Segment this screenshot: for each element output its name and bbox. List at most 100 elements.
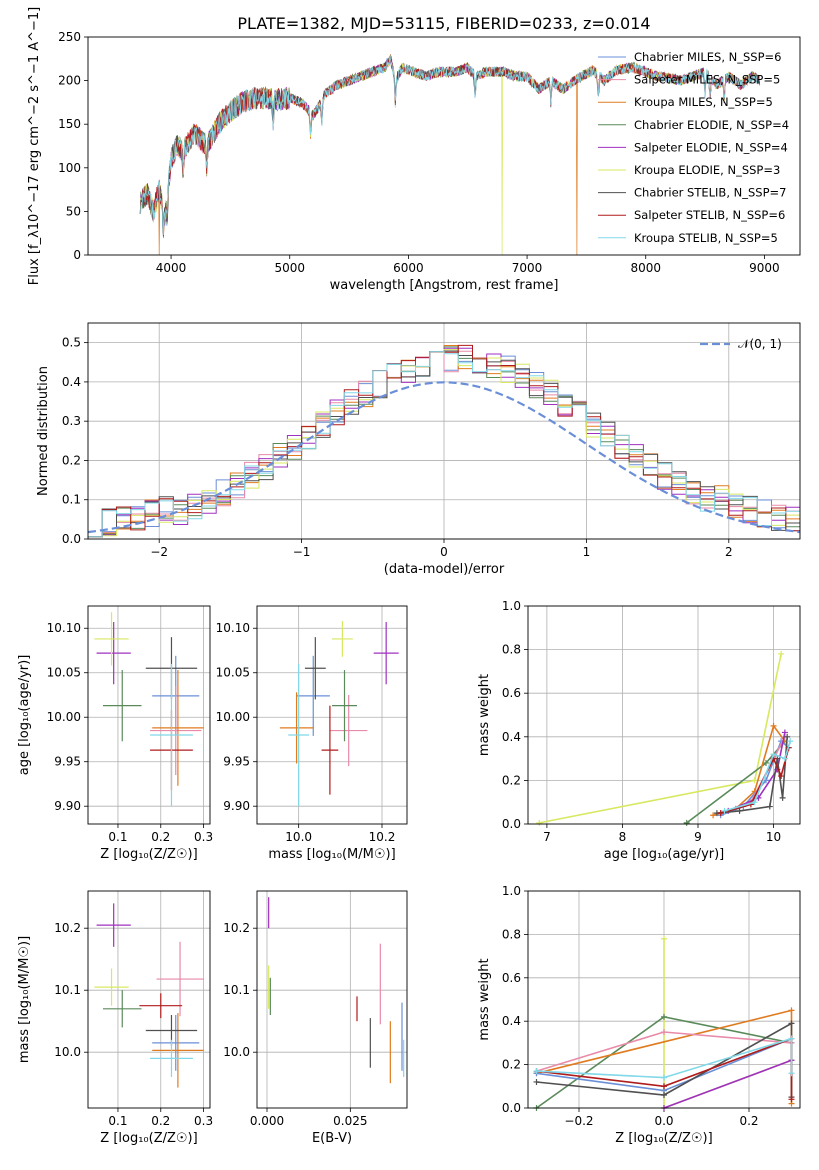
axes-frame	[527, 890, 801, 1109]
y-tick-label: 0.6	[502, 971, 521, 985]
y-tick-label: 0.0	[62, 532, 81, 546]
legend-label: Salpeter MILES, N_SSP=5	[634, 73, 780, 87]
weight-marker-kroupa_elodie	[751, 777, 758, 784]
axes-frame	[87, 36, 801, 256]
weight-marker-chabrier_stelib	[533, 1078, 540, 1085]
y-tick-label: 150	[58, 117, 81, 131]
y-tick-label: 9.95	[223, 755, 250, 769]
weight-marker-kroupa_stelib	[770, 751, 777, 758]
weight-marker-kroupa_stelib	[788, 1035, 795, 1042]
legend-label: Kroupa STELIB, N_SSP=5	[634, 231, 778, 245]
x-tick-label: −2	[150, 545, 168, 559]
spectrum-salpeter_stelib	[139, 56, 761, 225]
y-tick-label: 0.8	[502, 927, 521, 941]
weight-marker-salpeter_stelib	[788, 1096, 795, 1103]
panel-1	[84, 323, 800, 543]
y-tick-label: 10.10	[216, 621, 250, 635]
y-tick-label: 0.6	[502, 686, 521, 700]
weight-marker-chabrier_stelib	[779, 794, 786, 801]
x-axis-label: (data-model)/error	[384, 562, 505, 577]
x-axis-label: age [log₁₀(age/yr)]	[604, 847, 725, 862]
x-tick-label: 1	[583, 545, 591, 559]
x-axis-label: wavelength [Angstrom, rest frame]	[330, 278, 559, 293]
y-tick-label: 10.00	[216, 710, 250, 724]
y-tick-label: 0.0	[502, 817, 521, 831]
y-tick-label: 0.2	[502, 1058, 521, 1072]
y-axis-label: Flux [f_λ10^−17 erg cm^−2 s^−1 A^−1]	[27, 7, 42, 285]
histogram-kroupa_stelib	[88, 351, 800, 538]
weight-marker-chabrier_elodie	[763, 759, 769, 766]
x-tick-label: 10	[766, 830, 781, 844]
weight-marker-chabrier_stelib	[766, 803, 773, 810]
x-axis-label: Z [log₁₀(Z/Z☉)]	[615, 1131, 712, 1146]
weight-marker-kroupa_miles	[788, 1007, 795, 1014]
y-tick-label: 10.05	[47, 666, 81, 680]
x-tick-label: 10.0	[285, 830, 312, 844]
x-tick-label: 7000	[512, 261, 543, 275]
weight-marker-salpeter_elodie	[781, 729, 788, 736]
legend-label: Salpeter ELODIE, N_SSP=4	[634, 140, 788, 154]
weight-marker-chabrier_stelib	[661, 1091, 667, 1098]
y-tick-label: 9.90	[223, 799, 250, 813]
weight-marker-kroupa_elodie	[661, 935, 667, 942]
weight-marker-salpeter_stelib	[778, 773, 785, 780]
figure-title: PLATE=1382, MJD=53115, FIBERID=0233, z=0…	[237, 14, 650, 33]
y-tick-label: 10.0	[223, 1045, 250, 1059]
y-tick-label: 0.4	[62, 375, 81, 389]
weight-marker-chabrier_elodie	[683, 819, 690, 826]
weight-marker-salpeter_stelib	[717, 810, 724, 817]
y-tick-label: 10.0	[54, 1045, 81, 1059]
weight-line-salpeter_elodie	[663, 1059, 792, 1109]
panel-0	[84, 36, 765, 259]
y-axis-label: mass [log₁₀(M/M☉)]	[17, 936, 32, 1063]
weight-line-salpeter_elodie	[727, 732, 786, 812]
x-tick-label: 5000	[274, 261, 305, 275]
y-tick-label: 0.2	[62, 453, 81, 467]
weight-marker-chabrier_stelib	[736, 807, 743, 814]
x-axis-label: mass [log₁₀(M/M☉)]	[268, 847, 395, 862]
legend-label: Chabrier ELODIE, N_SSP=4	[634, 118, 789, 132]
y-tick-label: 50	[66, 204, 81, 218]
x-axis-label: E(B-V)	[312, 1131, 352, 1146]
y-tick-label: 0.0	[502, 1101, 521, 1115]
x-axis-label: Z [log₁₀(Z/Z☉)]	[100, 847, 197, 862]
weight-marker-kroupa_stelib	[533, 1068, 540, 1075]
weight-marker-salpeter_miles	[661, 1029, 667, 1036]
y-tick-label: 0.1	[62, 493, 81, 507]
weight-marker-kroupa_stelib	[721, 807, 728, 814]
y-axis-label: mass weight	[477, 674, 492, 756]
weight-marker-kroupa_stelib	[787, 738, 794, 745]
x-tick-label: 0.000	[250, 1114, 284, 1128]
y-tick-label: 10.1	[223, 983, 250, 997]
weight-line-chabrier_stelib	[716, 736, 788, 814]
weight-marker-kroupa_elodie	[778, 650, 785, 657]
axes-frame	[256, 605, 408, 825]
y-tick-label: 0.5	[62, 336, 81, 350]
weight-marker-kroupa_miles	[770, 722, 777, 729]
x-tick-label: 0.1	[108, 830, 127, 844]
y-tick-label: 0.4	[502, 730, 521, 744]
legend-label: Kroupa MILES, N_SSP=5	[634, 95, 773, 109]
axes-frame	[527, 605, 801, 825]
y-tick-label: 250	[58, 30, 81, 44]
x-tick-label: 0.3	[194, 830, 213, 844]
y-tick-label: 100	[58, 161, 81, 175]
weight-line-kroupa_stelib	[536, 1037, 793, 1079]
weight-marker-kroupa_miles	[710, 812, 717, 819]
weight-marker-chabrier_stelib	[784, 733, 791, 740]
x-tick-label: 8000	[630, 261, 661, 275]
axes-frame	[87, 322, 801, 540]
y-tick-label: 10.00	[47, 710, 81, 724]
axes-frame	[87, 890, 211, 1109]
x-tick-label: 0.0	[654, 1114, 673, 1128]
x-tick-label: 10.2	[369, 830, 396, 844]
y-tick-label: 10.05	[216, 666, 250, 680]
weight-marker-kroupa_stelib	[788, 1070, 795, 1077]
weight-marker-chabrier_stelib	[788, 1020, 795, 1027]
legend-label: Chabrier STELIB, N_SSP=7	[634, 186, 786, 200]
y-axis-label: Normed distribution	[36, 366, 51, 496]
y-tick-label: 9.90	[54, 799, 81, 813]
y-tick-label: 1.0	[502, 599, 521, 613]
y-tick-label: 0.2	[502, 773, 521, 787]
